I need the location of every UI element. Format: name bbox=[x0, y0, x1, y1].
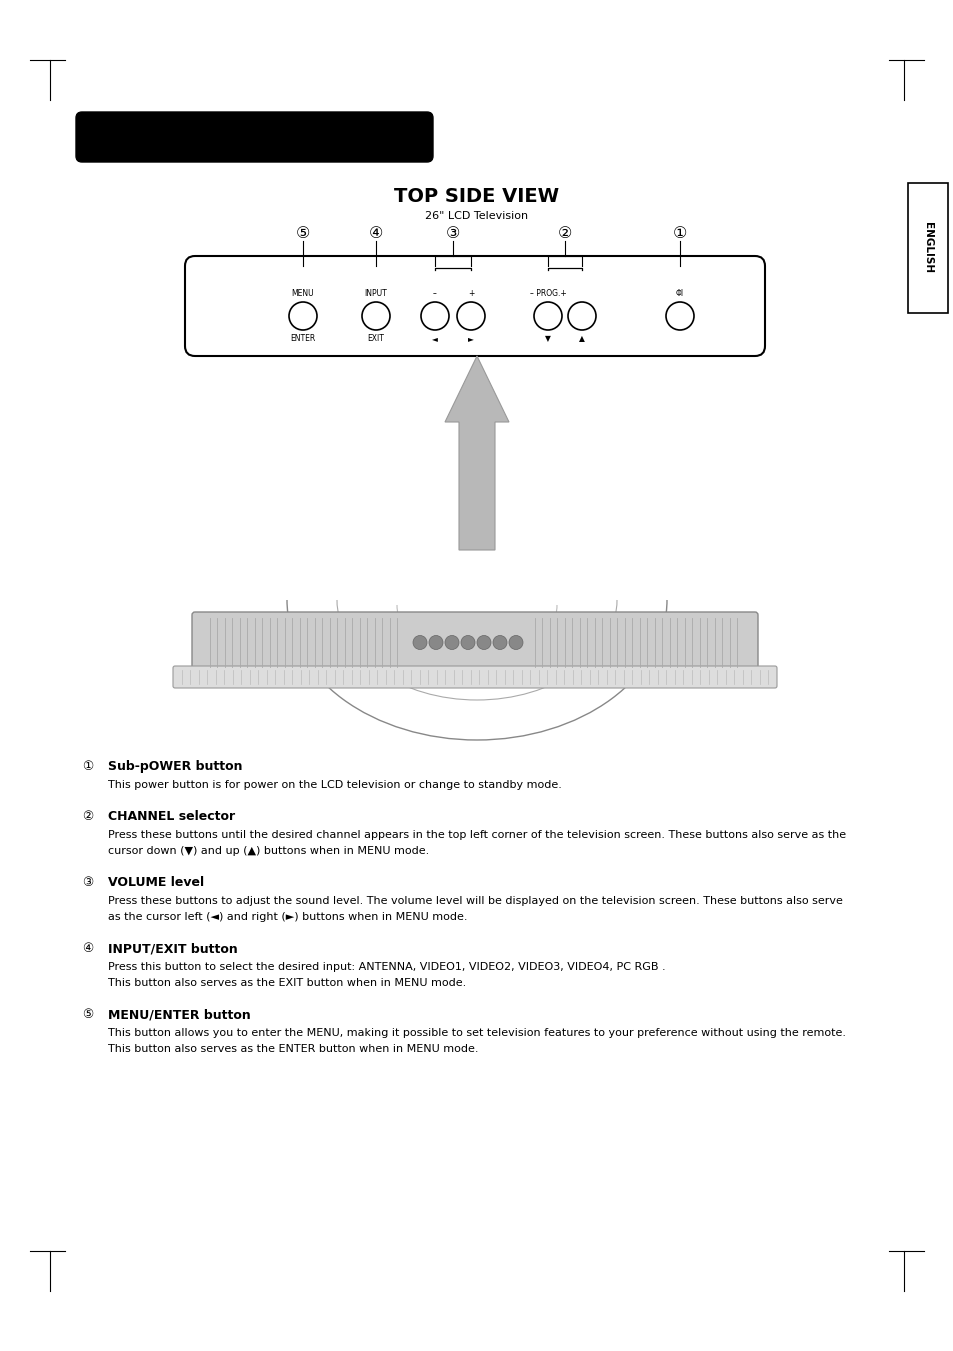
Text: This button also serves as the EXIT button when in MENU mode.: This button also serves as the EXIT butt… bbox=[108, 978, 466, 988]
FancyBboxPatch shape bbox=[192, 612, 758, 673]
Text: INPUT: INPUT bbox=[364, 289, 387, 299]
Polygon shape bbox=[444, 357, 509, 550]
Circle shape bbox=[460, 635, 475, 650]
FancyBboxPatch shape bbox=[76, 112, 433, 162]
Text: ④: ④ bbox=[369, 227, 383, 242]
Text: VOLUME level: VOLUME level bbox=[108, 875, 204, 889]
Text: ③: ③ bbox=[445, 227, 459, 242]
Text: ΦI: ΦI bbox=[676, 289, 683, 299]
FancyBboxPatch shape bbox=[185, 255, 764, 357]
Circle shape bbox=[665, 303, 693, 330]
Text: +: + bbox=[467, 289, 474, 299]
Text: This button also serves as the ENTER button when in MENU mode.: This button also serves as the ENTER but… bbox=[108, 1044, 478, 1054]
Text: This button allows you to enter the MENU, making it possible to set television f: This button allows you to enter the MENU… bbox=[108, 1028, 845, 1038]
Text: ▲: ▲ bbox=[578, 334, 584, 343]
Circle shape bbox=[361, 303, 390, 330]
Circle shape bbox=[289, 303, 316, 330]
Text: CHANNEL selector: CHANNEL selector bbox=[108, 811, 234, 823]
Text: Press these buttons until the desired channel appears in the top left corner of : Press these buttons until the desired ch… bbox=[108, 830, 845, 840]
Text: ③: ③ bbox=[82, 875, 93, 889]
Text: This power button is for power on the LCD television or change to standby mode.: This power button is for power on the LC… bbox=[108, 780, 561, 790]
Circle shape bbox=[534, 303, 561, 330]
Circle shape bbox=[493, 635, 506, 650]
Text: Press this button to select the desired input: ANTENNA, VIDEO1, VIDEO2, VIDEO3, : Press this button to select the desired … bbox=[108, 962, 665, 971]
Text: TOP SIDE VIEW: TOP SIDE VIEW bbox=[394, 186, 559, 205]
Text: 26" LCD Television: 26" LCD Television bbox=[425, 211, 528, 222]
Text: –: – bbox=[433, 289, 436, 299]
Text: EXIT: EXIT bbox=[367, 334, 384, 343]
Text: INPUT/EXIT button: INPUT/EXIT button bbox=[108, 942, 237, 955]
Circle shape bbox=[413, 635, 427, 650]
FancyBboxPatch shape bbox=[172, 666, 776, 688]
Text: as the cursor left (◄) and right (►) buttons when in MENU mode.: as the cursor left (◄) and right (►) but… bbox=[108, 912, 467, 921]
Text: Press these buttons to adjust the sound level. The volume level will be displaye: Press these buttons to adjust the sound … bbox=[108, 896, 842, 907]
Text: ④: ④ bbox=[82, 942, 93, 955]
Circle shape bbox=[456, 303, 484, 330]
Text: ①: ① bbox=[672, 227, 686, 242]
Text: MENU/ENTER button: MENU/ENTER button bbox=[108, 1008, 251, 1021]
Text: ①: ① bbox=[82, 761, 93, 773]
Text: ⑤: ⑤ bbox=[82, 1008, 93, 1021]
Text: – PROG.+: – PROG.+ bbox=[529, 289, 566, 299]
Text: ▼: ▼ bbox=[544, 334, 551, 343]
Text: MENU: MENU bbox=[292, 289, 314, 299]
Circle shape bbox=[420, 303, 449, 330]
Text: Sub-pOWER button: Sub-pOWER button bbox=[108, 761, 242, 773]
Text: ②: ② bbox=[82, 811, 93, 823]
Text: ENGLISH: ENGLISH bbox=[923, 223, 932, 273]
Text: ◄: ◄ bbox=[432, 334, 437, 343]
Text: ENTER: ENTER bbox=[290, 334, 315, 343]
Text: ⑤: ⑤ bbox=[295, 227, 310, 242]
Circle shape bbox=[429, 635, 442, 650]
Circle shape bbox=[476, 635, 491, 650]
Text: ►: ► bbox=[468, 334, 474, 343]
Circle shape bbox=[509, 635, 522, 650]
Text: cursor down (▼) and up (▲) buttons when in MENU mode.: cursor down (▼) and up (▲) buttons when … bbox=[108, 846, 429, 857]
Circle shape bbox=[444, 635, 458, 650]
FancyBboxPatch shape bbox=[907, 182, 947, 313]
Circle shape bbox=[567, 303, 596, 330]
Text: ②: ② bbox=[558, 227, 572, 242]
